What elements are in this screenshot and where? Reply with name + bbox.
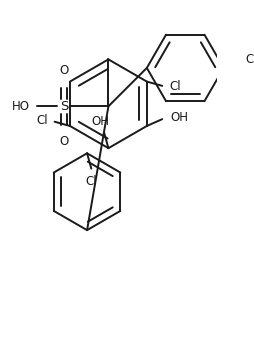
Text: OH: OH <box>171 111 189 124</box>
Text: OH: OH <box>91 115 109 128</box>
Text: Cl: Cl <box>36 114 48 127</box>
Text: HO: HO <box>12 100 30 113</box>
Text: Cl: Cl <box>246 53 254 66</box>
Text: S: S <box>60 100 68 113</box>
Text: O: O <box>59 64 69 77</box>
Text: Cl: Cl <box>169 80 181 93</box>
Text: O: O <box>59 135 69 148</box>
Text: Cl: Cl <box>86 176 97 188</box>
